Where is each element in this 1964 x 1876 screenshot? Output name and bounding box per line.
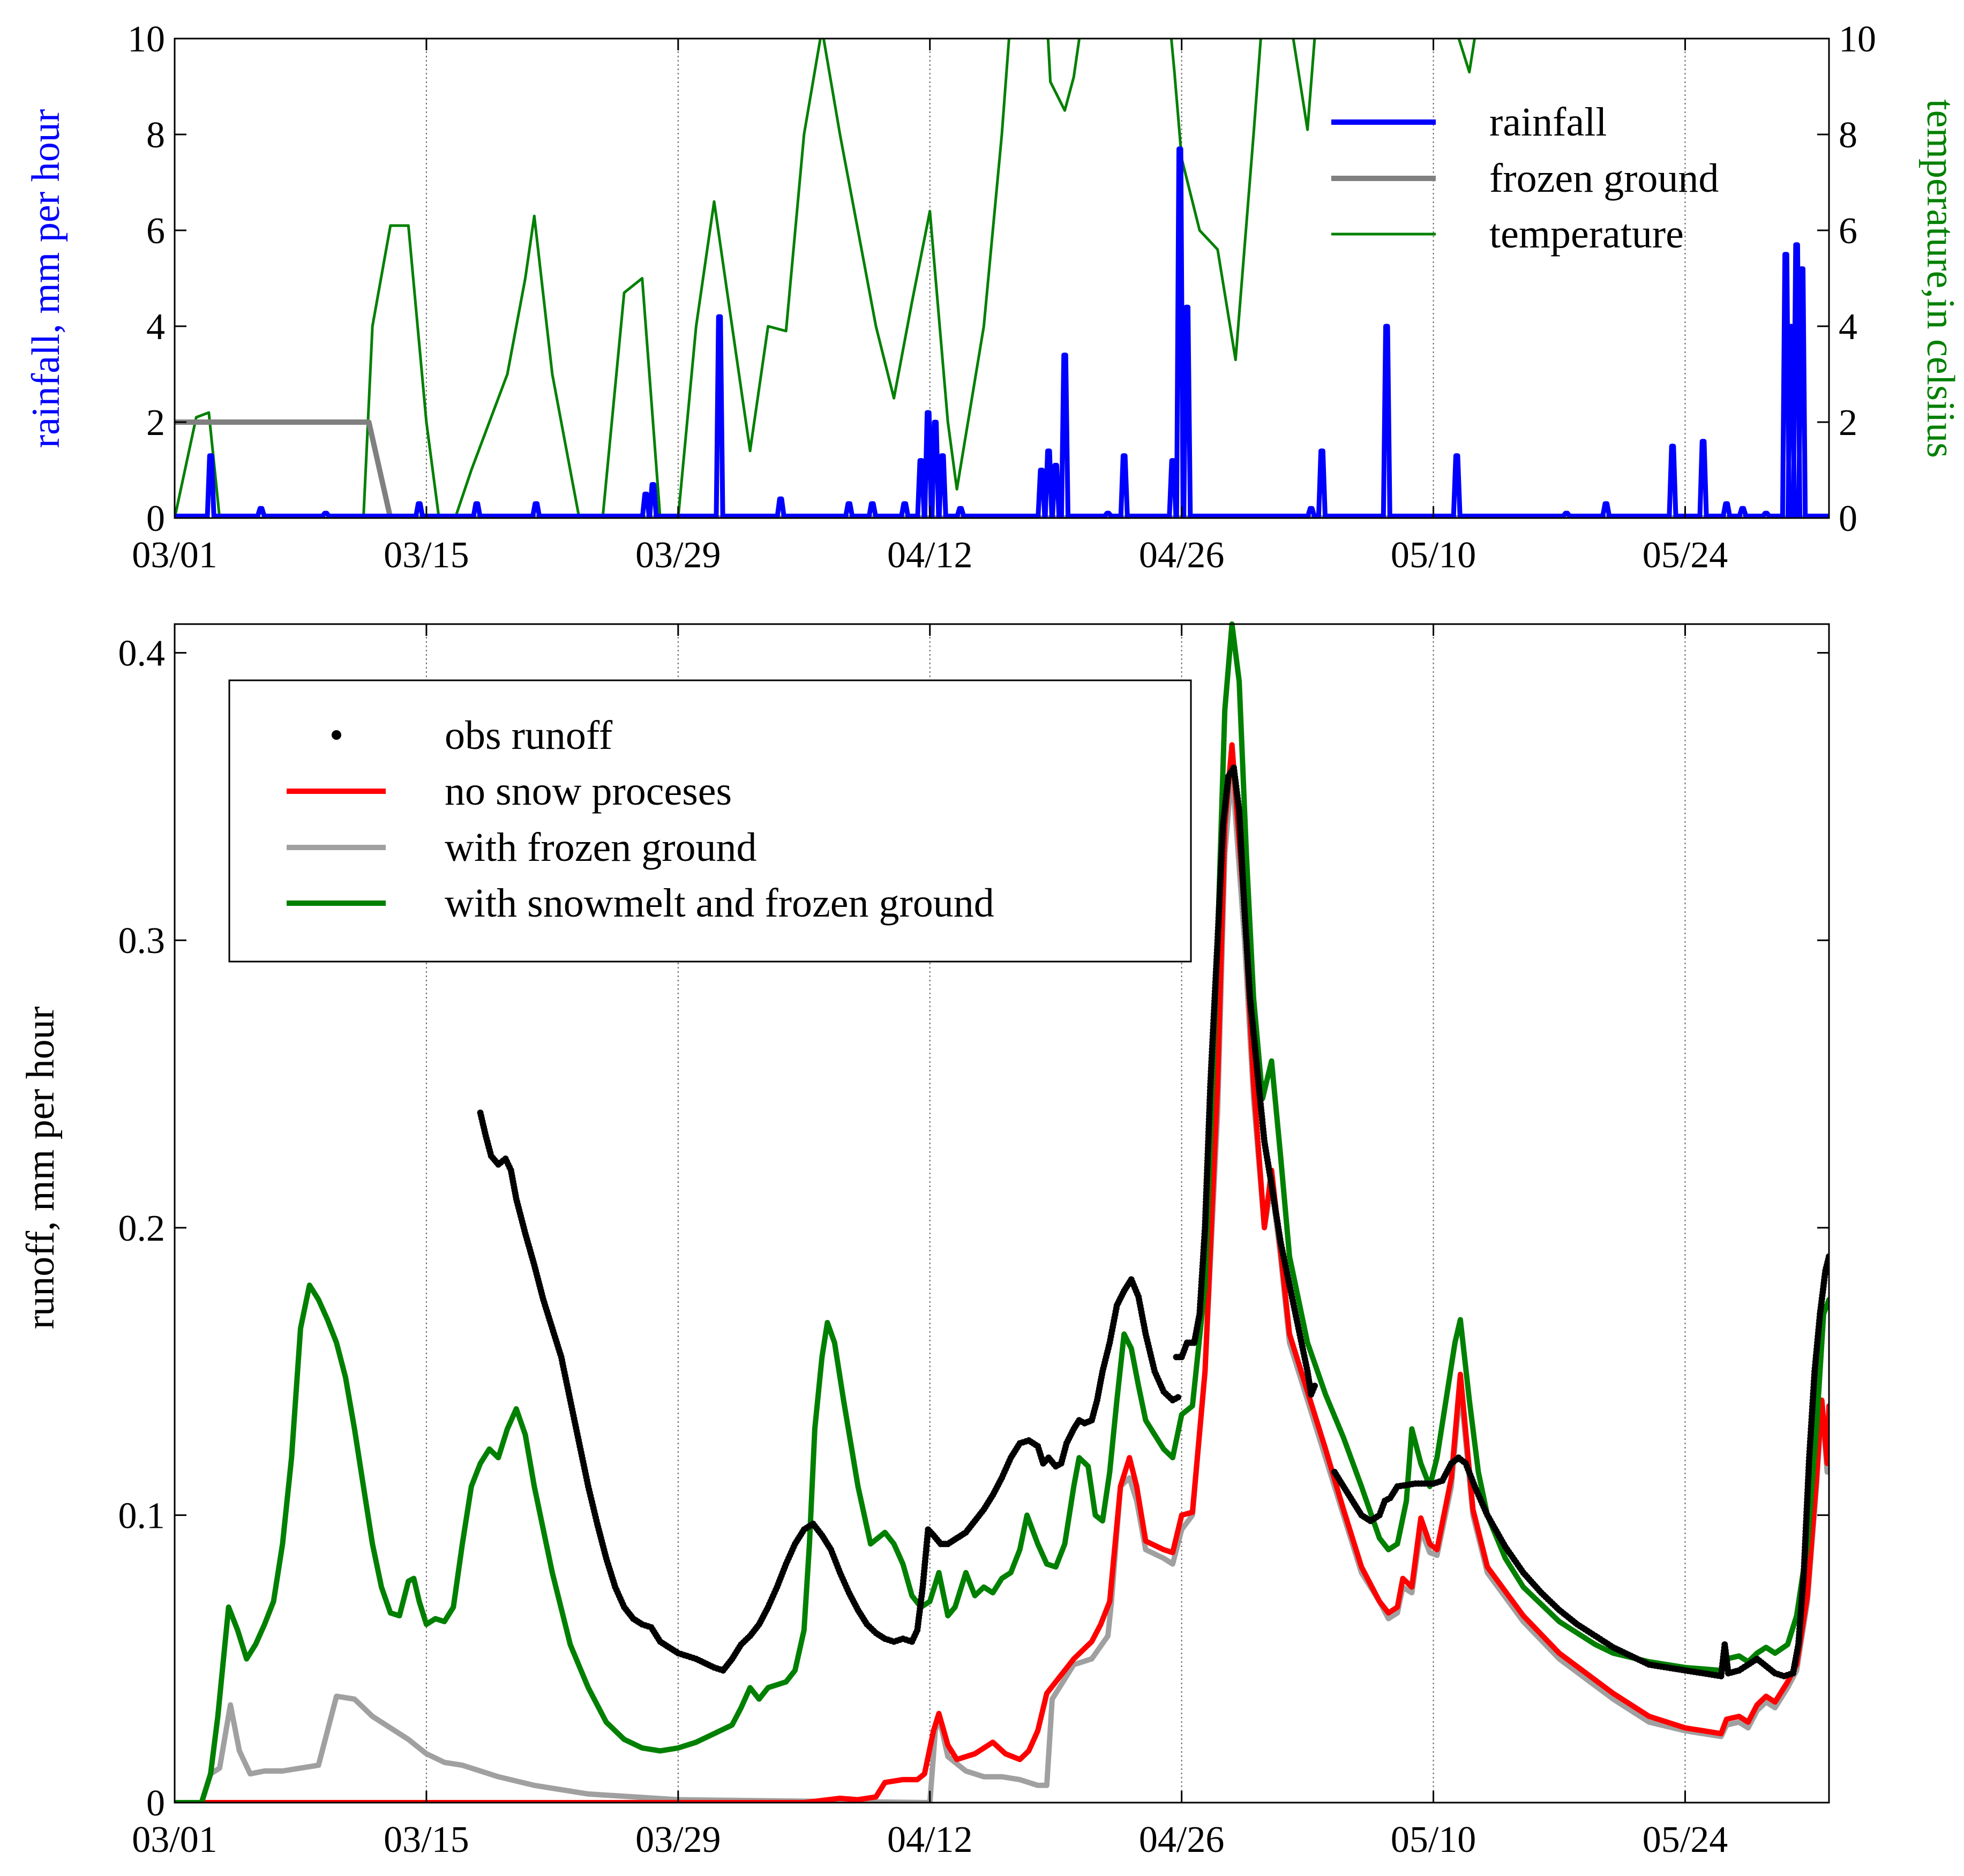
series-dots-obs-runoff	[477, 764, 1829, 1679]
legend-label-with-snowmelt-and-frozen-ground: with snowmelt and frozen ground	[445, 881, 994, 926]
top-y-tick-label-left: 8	[146, 115, 165, 156]
series-line-with-snowmelt-and-frozen-ground	[175, 621, 1829, 1803]
legend-label-temperature: temperature	[1489, 212, 1684, 257]
bottom-legend: obs runoff no snow proceses with frozen …	[228, 679, 1192, 963]
legend-label-frozen-ground: frozen ground	[1489, 156, 1719, 201]
top-y-axis-left: 0 2 4 6 8 10	[128, 19, 186, 539]
bottom-x-tick-label: 05/24	[1643, 1819, 1728, 1860]
top-y-tick-label-right: 0	[1839, 498, 1857, 539]
series-line-temperature	[175, 39, 1476, 518]
bottom-x-tick-label: 03/01	[132, 1819, 217, 1860]
bottom-panel: 03/01 03/15 03/29 04/12 04/26 05/10 05/24 0 0.1…	[19, 621, 1830, 1860]
bottom-plot-frame	[174, 623, 1830, 1804]
bottom-y-tick-label: 0.2	[118, 1208, 166, 1249]
top-series	[175, 39, 1829, 518]
top-panel: 03/01 03/15 03/29 04/12 04/26 05/10 05/24 0 2 4 6…	[24, 19, 1962, 576]
top-y-tick-label-right: 2	[1839, 402, 1857, 444]
bottom-x-tick-label: 04/26	[1139, 1819, 1224, 1860]
top-y-tick-label-left: 10	[128, 19, 165, 60]
bottom-x-tick-label: 03/29	[635, 1819, 721, 1860]
top-y-tick-label-right: 8	[1839, 115, 1857, 156]
bottom-x-tick-label: 04/12	[887, 1819, 972, 1860]
bottom-y-tick-label: 0.4	[118, 633, 166, 674]
series-line-frozen-ground	[175, 419, 1829, 518]
bottom-y-tick-label: 0.3	[118, 920, 166, 962]
top-y-axis-right: 0 2 4 6 8 10	[1817, 19, 1876, 539]
bottom-y-axis: 0 0.1 0.2 0.3 0.4	[118, 633, 1829, 1824]
obs-runoff-point	[1311, 1383, 1318, 1389]
top-x-tick-label: 04/26	[1139, 535, 1224, 576]
top-y-axis-title-right: temperature,in celsiius	[1918, 99, 1962, 458]
top-x-tick-label: 05/24	[1643, 535, 1728, 576]
bottom-series	[175, 621, 1829, 1803]
obs-runoff-point	[1174, 1394, 1181, 1401]
top-x-tick-label: 03/29	[635, 535, 721, 576]
bottom-y-tick-label: 0.1	[118, 1495, 166, 1536]
top-y-tick-label-left: 6	[146, 211, 165, 252]
bottom-legend-box	[228, 679, 1192, 963]
legend-label-obs-runoff: obs runoff	[445, 713, 613, 758]
legend-label-rainfall: rainfall	[1489, 100, 1607, 145]
top-plot-frame	[174, 37, 1830, 519]
legend-label-no-snow-proceses: no snow proceses	[445, 769, 732, 814]
bottom-y-axis-title: runoff, mm per hour	[19, 1007, 63, 1330]
bottom-grid	[425, 624, 1686, 1803]
top-legend: rainfall frozen ground temperature	[1331, 100, 1719, 257]
top-x-tick-label: 03/01	[132, 535, 217, 576]
top-y-axis-title-left: rainfall, mm per hour	[24, 109, 68, 448]
top-x-axis: 03/01 03/15 03/29 04/12 04/26 05/10 05/24	[132, 39, 1728, 576]
top-x-tick-label: 04/12	[887, 535, 972, 576]
top-x-tick-label: 03/15	[384, 535, 469, 576]
bottom-x-tick-label: 03/15	[384, 1819, 469, 1860]
top-y-tick-label-left: 0	[146, 498, 165, 539]
top-x-tick-label: 05/10	[1391, 535, 1476, 576]
top-y-tick-label-right: 6	[1839, 211, 1857, 252]
legend-swatch-obs-runoff	[332, 730, 341, 740]
top-y-tick-label-right: 10	[1839, 19, 1876, 60]
top-y-tick-label-right: 4	[1839, 306, 1857, 348]
top-y-tick-label-left: 2	[146, 402, 165, 444]
series-line-rainfall	[175, 146, 1829, 518]
legend-label-with-frozen-ground: with frozen ground	[445, 825, 757, 870]
bottom-x-tick-label: 05/10	[1391, 1819, 1476, 1860]
bottom-y-tick-label: 0	[146, 1783, 165, 1824]
bottom-x-axis: 03/01 03/15 03/29 04/12 04/26 05/10 05/24	[132, 624, 1728, 1860]
top-y-tick-label-left: 4	[146, 306, 165, 348]
